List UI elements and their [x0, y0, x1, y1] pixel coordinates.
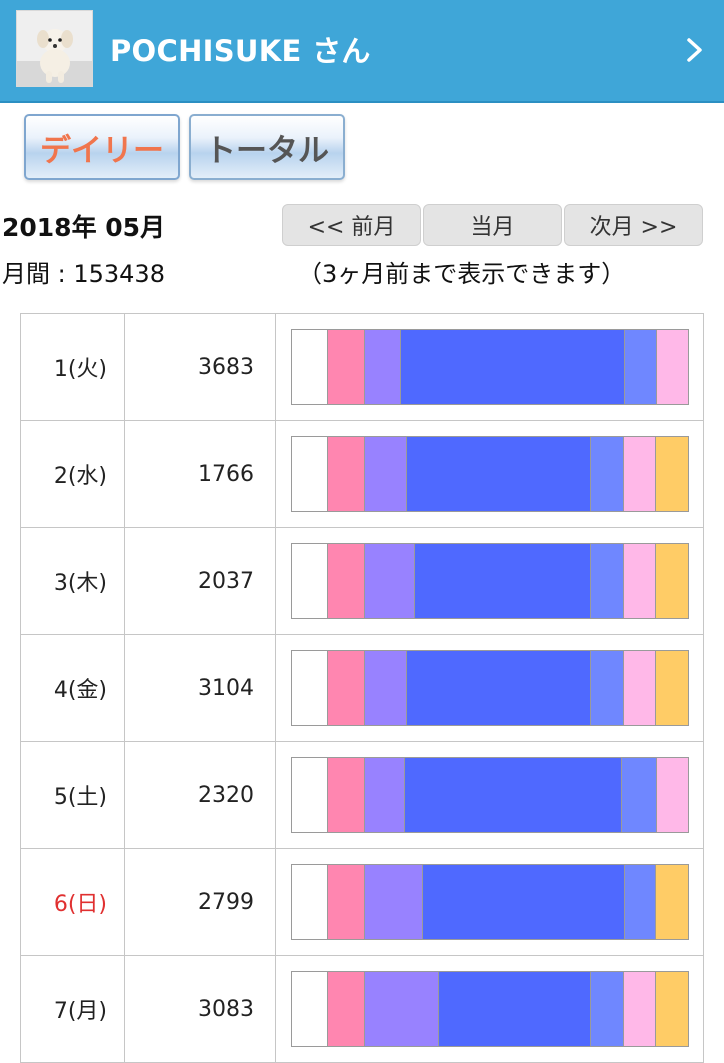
day-date: 7(月) — [20, 956, 124, 1062]
bar-segment-yellow — [656, 651, 688, 725]
day-date: 5(土) — [20, 742, 124, 848]
day-date: 1(火) — [20, 314, 124, 420]
bar-segment-blue — [438, 972, 592, 1046]
bar-segment-white — [292, 437, 329, 511]
tab-daily[interactable]: デイリー — [24, 114, 180, 180]
prev-month-button[interactable]: << 前月 — [282, 204, 421, 246]
current-month-button[interactable]: 当月 — [423, 204, 562, 246]
table-row: 2(水) 1766 — [20, 421, 704, 528]
bar-segment-pink — [328, 972, 365, 1046]
bar-segment-white — [292, 651, 329, 725]
stacked-bar — [291, 543, 689, 619]
avatar — [16, 10, 93, 87]
table-row: 7(月) 3083 — [20, 956, 704, 1063]
bar-segment-periwinkle — [625, 865, 657, 939]
bar-segment-yellow — [656, 544, 688, 618]
day-bar-cell — [275, 956, 704, 1062]
bar-segment-light-pink — [623, 972, 657, 1046]
day-bar-cell — [275, 528, 704, 634]
bar-segment-white — [292, 544, 329, 618]
day-bar-cell — [275, 421, 704, 527]
bar-segment-pink — [328, 544, 365, 618]
bar-segment-pink — [328, 330, 365, 404]
bar-segment-periwinkle — [591, 437, 624, 511]
user-name-title: POCHISUKE さん — [110, 34, 371, 68]
bar-segment-pink — [328, 865, 365, 939]
bar-segment-blue — [423, 865, 625, 939]
day-count: 1766 — [124, 421, 275, 527]
bar-segment-light-pink — [656, 330, 688, 404]
table-row: 6(日) 2799 — [20, 849, 704, 956]
bar-segment-blue — [401, 330, 625, 404]
bar-segment-periwinkle — [625, 330, 657, 404]
bar-segment-lavender — [364, 972, 439, 1046]
bar-segment-blue — [415, 544, 592, 618]
monthly-total: 月間 : 153438 — [2, 260, 165, 288]
bar-segment-blue — [405, 758, 623, 832]
bar-segment-yellow — [656, 972, 688, 1046]
bar-segment-light-pink — [623, 544, 657, 618]
bar-segment-white — [292, 972, 329, 1046]
bar-segment-lavender — [364, 865, 424, 939]
bar-segment-yellow — [656, 437, 688, 511]
table-row: 3(木) 2037 — [20, 528, 704, 635]
day-bar-cell — [275, 742, 704, 848]
bar-segment-periwinkle — [591, 544, 624, 618]
day-count: 3683 — [124, 314, 275, 420]
day-date: 2(水) — [20, 421, 124, 527]
bar-segment-pink — [328, 437, 365, 511]
bar-segment-yellow — [656, 865, 688, 939]
day-count: 2320 — [124, 742, 275, 848]
bar-segment-lavender — [364, 330, 402, 404]
bar-segment-periwinkle — [591, 972, 624, 1046]
day-bar-cell — [275, 635, 704, 741]
bar-segment-light-pink — [623, 651, 657, 725]
day-count: 3104 — [124, 635, 275, 741]
bar-segment-light-pink — [623, 437, 657, 511]
table-row: 1(火) 3683 — [20, 314, 704, 421]
day-date: 4(金) — [20, 635, 124, 741]
bar-segment-blue — [407, 437, 592, 511]
stacked-bar — [291, 436, 689, 512]
current-month-label: 2018年 05月 — [2, 213, 166, 242]
bar-segment-white — [292, 758, 329, 832]
bar-segment-periwinkle — [622, 758, 657, 832]
stacked-bar — [291, 757, 689, 833]
tab-total[interactable]: トータル — [189, 114, 345, 180]
day-bar-cell — [275, 849, 704, 955]
bar-segment-lavender — [364, 651, 408, 725]
app-header[interactable]: POCHISUKE さん — [0, 0, 724, 103]
bar-segment-lavender — [364, 544, 416, 618]
bar-segment-periwinkle — [591, 651, 624, 725]
bar-segment-pink — [328, 651, 365, 725]
day-bar-cell — [275, 314, 704, 420]
bar-segment-lavender — [364, 437, 408, 511]
bar-segment-white — [292, 330, 329, 404]
day-count: 3083 — [124, 956, 275, 1062]
bar-segment-white — [292, 865, 329, 939]
bar-segment-pink — [328, 758, 365, 832]
day-date: 6(日) — [20, 849, 124, 955]
stacked-bar — [291, 329, 689, 405]
stacked-bar — [291, 971, 689, 1047]
puppy-avatar-icon — [17, 11, 92, 86]
bar-segment-light-pink — [656, 758, 688, 832]
day-count: 2799 — [124, 849, 275, 955]
next-month-button[interactable]: 次月 >> — [564, 204, 703, 246]
bar-segment-lavender — [364, 758, 406, 832]
day-date: 3(木) — [20, 528, 124, 634]
range-note: （3ヶ月前まで表示できます） — [298, 260, 626, 288]
bar-segment-blue — [407, 651, 592, 725]
stacked-bar — [291, 864, 689, 940]
day-count: 2037 — [124, 528, 275, 634]
table-row: 4(金) 3104 — [20, 635, 704, 742]
table-row: 5(土) 2320 — [20, 742, 704, 849]
stacked-bar — [291, 650, 689, 726]
chevron-right-icon[interactable] — [680, 30, 710, 70]
daily-table: 1(火) 3683 2(水) 1766 3(木) 2037 4(金) 3104 5(土) 2320… — [20, 313, 704, 1063]
